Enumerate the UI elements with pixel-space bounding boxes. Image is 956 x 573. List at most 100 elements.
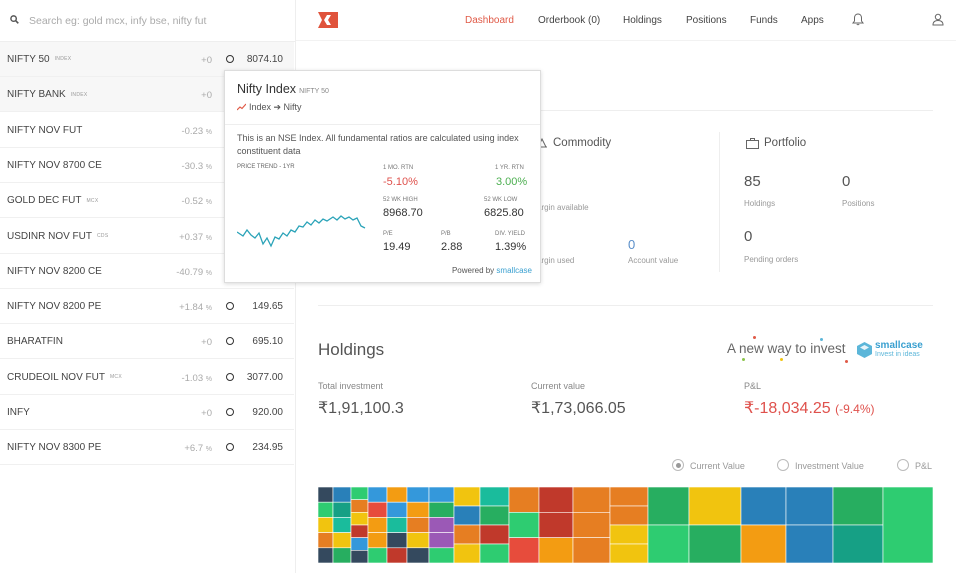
treemap-cell[interactable] [609, 487, 649, 507]
treemap-cell[interactable] [479, 505, 510, 526]
nav-orderbook[interactable]: Orderbook (0) [538, 15, 601, 26]
treemap-cell[interactable] [386, 547, 408, 563]
treemap-cell[interactable] [538, 537, 574, 563]
treemap-cell[interactable] [609, 543, 649, 563]
treemap-cell[interactable] [367, 487, 388, 503]
treemap-cell[interactable] [479, 524, 510, 545]
treemap-cell[interactable] [479, 487, 510, 507]
market-depth-icon[interactable] [226, 337, 234, 346]
market-depth-icon[interactable] [226, 372, 234, 381]
treemap-cell[interactable] [740, 524, 787, 563]
treemap-cell[interactable] [453, 487, 481, 507]
treemap-cell[interactable] [406, 501, 430, 518]
treemap-cell[interactable] [428, 487, 455, 503]
treemap-cell[interactable] [350, 499, 369, 513]
treemap-cell[interactable] [332, 487, 352, 503]
nav-funds[interactable]: Funds [750, 15, 778, 26]
treemap-cell[interactable] [332, 547, 352, 563]
smallcase-promo-text[interactable]: A new way to invest [727, 341, 846, 356]
market-depth-icon[interactable] [226, 55, 234, 63]
treemap-cell[interactable] [406, 487, 430, 503]
treemap-cell[interactable] [350, 537, 369, 551]
treemap-cell[interactable] [367, 547, 388, 563]
treemap-cell[interactable] [508, 512, 540, 538]
treemap-cell[interactable] [538, 487, 574, 513]
treemap-cell[interactable] [785, 524, 834, 563]
treemap-cell[interactable] [647, 487, 690, 526]
watchlist-row[interactable]: NIFTY NOV 8200 CE -40.79 % [0, 254, 294, 289]
search-input[interactable]: Search eg: gold mcx, infy bse, nifty fut [29, 15, 207, 27]
treemap-cell[interactable] [508, 537, 540, 563]
treemap-cell[interactable] [318, 501, 334, 518]
treemap-cell[interactable] [882, 487, 933, 563]
treemap-cell[interactable] [453, 505, 481, 526]
user-icon[interactable] [932, 13, 944, 26]
watchlist-row[interactable]: GOLD DEC FUT MCX -0.52 % [0, 183, 294, 219]
treemap-cell[interactable] [453, 543, 481, 563]
watchlist-row[interactable]: BHARATFIN +0 695.10 [0, 324, 294, 360]
watchlist-row[interactable]: CRUDEOIL NOV FUT MCX -1.03 % 3077.00 [0, 360, 294, 395]
treemap-cell[interactable] [386, 517, 408, 533]
nav-apps[interactable]: Apps [801, 15, 824, 26]
treemap-cell[interactable] [406, 517, 430, 533]
treemap-cell[interactable] [386, 532, 408, 549]
bell-icon[interactable] [852, 13, 864, 26]
treemap-cell[interactable] [538, 512, 574, 538]
smallcase-link[interactable]: smallcase [496, 266, 532, 275]
nav-holdings[interactable]: Holdings [623, 15, 662, 26]
treemap-cell[interactable] [785, 487, 834, 526]
treemap-cell[interactable] [350, 487, 369, 500]
treemap-cell[interactable] [350, 524, 369, 538]
treemap-cell[interactable] [688, 524, 742, 563]
treemap-cell[interactable] [453, 524, 481, 545]
treemap-cell[interactable] [428, 547, 455, 563]
treemap-cell[interactable] [508, 487, 540, 513]
treemap-cell[interactable] [332, 501, 352, 518]
treemap-cell[interactable] [332, 532, 352, 549]
treemap-cell[interactable] [332, 517, 352, 533]
treemap-cell[interactable] [318, 517, 334, 533]
nav-positions[interactable]: Positions [686, 15, 727, 26]
treemap-cell[interactable] [832, 487, 884, 526]
treemap-cell[interactable] [350, 512, 369, 526]
radio-circle[interactable] [777, 459, 789, 471]
watchlist-row[interactable]: NIFTY NOV FUT -0.23 % [0, 113, 294, 148]
treemap-cell[interactable] [350, 550, 369, 563]
radio-circle[interactable] [897, 459, 909, 471]
treemap-cell[interactable] [318, 532, 334, 549]
treemap-cell[interactable] [318, 547, 334, 563]
treemap-cell[interactable] [428, 501, 455, 518]
treemap-cell[interactable] [428, 517, 455, 533]
treemap-cell[interactable] [572, 487, 611, 513]
treemap-cell[interactable] [318, 487, 334, 503]
watchlist-row[interactable]: NIFTY NOV 8200 PE +1.84 % 149.65 [0, 289, 294, 325]
search-bar[interactable]: Search eg: gold mcx, infy bse, nifty fut [0, 0, 296, 42]
treemap-cell[interactable] [740, 487, 787, 526]
treemap-cell[interactable] [479, 543, 510, 563]
treemap-cell[interactable] [572, 537, 611, 563]
watchlist-row[interactable]: NIFTY NOV 8700 CE -30.3 % [0, 148, 294, 183]
treemap-cell[interactable] [832, 524, 884, 563]
holdings-treemap[interactable] [318, 487, 933, 563]
treemap-cell[interactable] [367, 517, 388, 533]
market-depth-icon[interactable] [226, 408, 234, 416]
treemap-cell[interactable] [386, 487, 408, 503]
treemap-cell[interactable] [609, 505, 649, 526]
watchlist-row[interactable]: USDINR NOV FUT CDS +0.37 % [0, 219, 294, 254]
nav-dashboard[interactable]: Dashboard [465, 15, 514, 26]
treemap-cell[interactable] [688, 487, 742, 526]
radio-circle[interactable] [672, 459, 684, 471]
watchlist-row[interactable]: NIFTY NOV 8300 PE +6.7 % 234.95 [0, 430, 294, 466]
treemap-cell[interactable] [609, 524, 649, 545]
treemap-cell[interactable] [428, 532, 455, 549]
treemap-cell[interactable] [406, 547, 430, 563]
treemap-cell[interactable] [406, 532, 430, 549]
market-depth-icon[interactable] [226, 302, 234, 311]
treemap-cell[interactable] [572, 512, 611, 538]
treemap-cell[interactable] [367, 501, 388, 518]
treemap-cell[interactable] [647, 524, 690, 563]
watchlist-row[interactable]: INFY +0 920.00 [0, 395, 294, 430]
treemap-cell[interactable] [386, 501, 408, 518]
market-depth-icon[interactable] [226, 443, 234, 452]
account-value-number[interactable]: 0 [628, 237, 636, 252]
